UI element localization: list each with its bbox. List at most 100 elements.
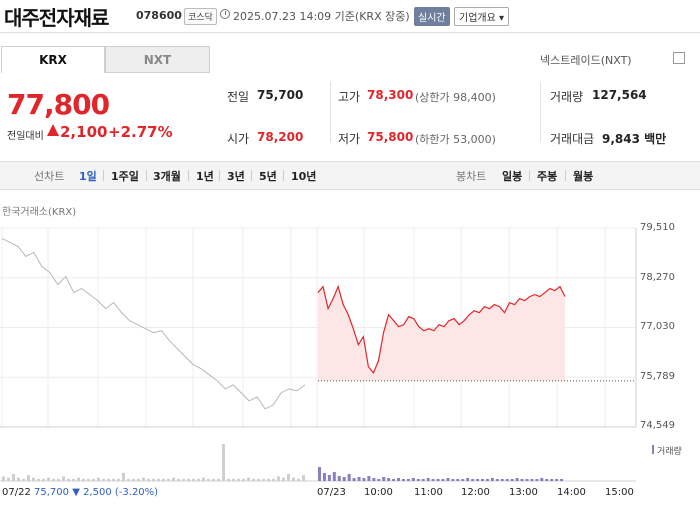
volume-bar [297, 478, 300, 481]
volume-bar [202, 477, 205, 481]
volume-bar [32, 477, 35, 481]
upper-limit: (상한가 98,400) [415, 91, 496, 104]
x-tick-label: 15:00 [605, 487, 634, 498]
volume-bar [466, 478, 470, 481]
period-separator [283, 170, 284, 181]
volume-bar [262, 478, 265, 481]
volume-bar [67, 478, 70, 481]
volume-bar [82, 478, 85, 481]
period-10y[interactable]: 10년 [291, 170, 317, 183]
volume-bar [62, 476, 65, 481]
volume-bar [127, 478, 130, 481]
candle-monthly[interactable]: 월봉 [573, 170, 594, 183]
y-tick-label: 77,030 [640, 321, 675, 332]
volume-bar [277, 476, 280, 481]
volume-bar [167, 478, 170, 481]
tab-nxt[interactable]: NXT [105, 46, 210, 73]
period-5y[interactable]: 5년 [259, 170, 277, 183]
high-value: 78,300 [367, 88, 414, 102]
change-percent: +2.77% [108, 123, 173, 141]
candle-weekly[interactable]: 주봉 [537, 170, 558, 183]
volume-bar [397, 478, 401, 481]
volume-bar [481, 479, 485, 481]
volume-bar [372, 478, 376, 481]
header-divider [0, 32, 700, 33]
volume-bar [500, 479, 504, 481]
period-bar [0, 161, 700, 190]
volume-legend-label: 거래량 [657, 447, 682, 457]
amount-value: 9,843 백만 [602, 132, 667, 146]
volume-bar [107, 478, 110, 481]
x-tick-label: 07/23 [317, 487, 346, 498]
low-value: 75,800 [367, 130, 414, 144]
volume-bar [471, 479, 475, 481]
up-triangle-icon [47, 124, 59, 136]
volume-bar [332, 472, 336, 481]
volume-bar [446, 478, 450, 481]
y-tick-label: 78,270 [640, 272, 675, 283]
volume-bar [142, 477, 145, 481]
volume-bar [411, 478, 415, 481]
volume-bar [431, 479, 435, 481]
volume-bar [485, 479, 489, 481]
volume-bar [436, 479, 440, 481]
volume-bar [515, 478, 519, 481]
volume-bar [387, 478, 391, 481]
volume-bar [117, 478, 120, 481]
volume-bar [287, 474, 290, 481]
volume-bar [451, 479, 455, 481]
volume-bar [252, 478, 255, 481]
price-chart [0, 227, 637, 482]
volume-bar [540, 478, 544, 481]
nxt-checkbox[interactable] [673, 52, 685, 64]
volume-bar [352, 478, 356, 481]
volume-bar [182, 478, 185, 481]
volume-bar [318, 467, 321, 481]
volume-bar [97, 477, 100, 481]
volume-bar [27, 475, 30, 481]
corp-overview-dropdown[interactable]: 기업개요 ▾ [454, 7, 509, 26]
tab-krx[interactable]: KRX [1, 46, 105, 73]
period-1d[interactable]: 1일 [79, 170, 97, 183]
volume-bar [342, 477, 346, 481]
stats-divider [330, 82, 331, 142]
volume-bar [282, 477, 285, 481]
period-separator [146, 170, 147, 181]
volume-bar [102, 478, 105, 481]
period-separator [188, 170, 189, 181]
volume-bar [272, 478, 275, 481]
period-1y[interactable]: 1년 [196, 170, 214, 183]
volume-bar [560, 479, 564, 481]
x-tick-label: 13:00 [509, 487, 538, 498]
volume-bar [212, 478, 215, 481]
volume-bar [545, 479, 549, 481]
nxt-link[interactable]: 넥스트레이드(NXT) [540, 54, 632, 67]
volume-bar [87, 478, 90, 481]
period-3y[interactable]: 3년 [227, 170, 245, 183]
realtime-button[interactable]: 실시간 [414, 7, 450, 26]
stock-code: 078600 [136, 9, 182, 22]
volume-bar [37, 478, 40, 481]
volume-bar [441, 479, 445, 481]
timestamp: 2025.07.23 14:09 기준(KRX 장중) [233, 10, 410, 23]
candle-daily[interactable]: 일봉 [502, 170, 523, 183]
volume-bar [416, 479, 420, 481]
period-3m[interactable]: 3개월 [153, 170, 181, 183]
volume-bar [22, 478, 25, 481]
volume-bar [456, 479, 460, 481]
volume-bar [42, 478, 45, 481]
prev-label: 전일 [227, 90, 250, 104]
change-value: 2,100 [60, 123, 108, 141]
clock-icon [220, 9, 230, 19]
x-tick-label: 12:00 [461, 487, 490, 498]
volume-bar [72, 478, 75, 481]
volume-bar [222, 444, 225, 481]
volume-label: 거래량 [550, 90, 584, 104]
volume-bar [12, 474, 15, 481]
volume-bar [362, 478, 366, 481]
lower-limit: (하한가 53,000) [415, 133, 496, 146]
volume-bar [426, 478, 430, 481]
period-1w[interactable]: 1주일 [111, 170, 139, 183]
current-price: 77,800 [7, 88, 110, 121]
volume-bar [520, 479, 524, 481]
